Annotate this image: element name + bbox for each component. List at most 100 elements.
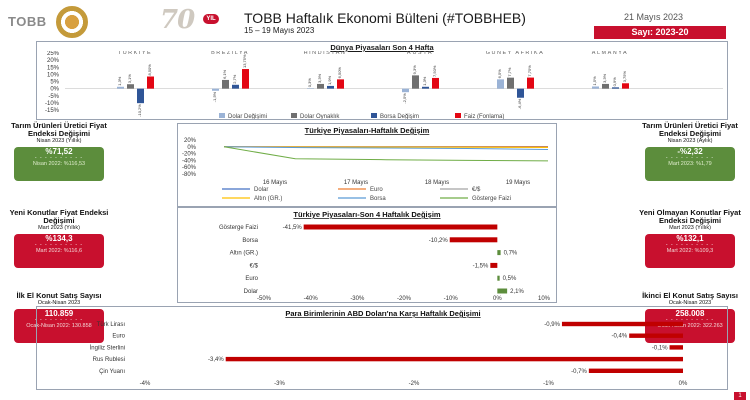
- turkey-4week-chart: Türkiye Piyasaları-Son 4 Haftalık Değişi…: [219, 210, 551, 302]
- fx-category-label: Euro: [112, 334, 125, 340]
- fx-bar: [225, 356, 683, 362]
- world-bar: [337, 79, 344, 89]
- tr4-bar: [449, 237, 498, 243]
- world-bar-label: 13,75%: [242, 54, 247, 68]
- tr4-bar-label: 2,1%: [510, 289, 524, 295]
- world-bar-label: -1,5%: [212, 91, 217, 102]
- tr4-bar: [490, 262, 498, 268]
- world-bar-label: 7,75%: [527, 65, 532, 77]
- indicator-period: Ocak-Nisan 2023: [668, 300, 712, 306]
- currency-panel: Para Birimlerinin ABD Doları'na Karşı Ha…: [36, 306, 728, 390]
- legend-label: Dolar Oynaklık: [300, 114, 340, 119]
- right-indicator-column: Tarım Ürünleri Üretici Fiyat Endeksi Değ…: [633, 122, 747, 392]
- tr4-bar-label: -41,5%: [283, 225, 303, 231]
- world-bar-label: 2,7%: [232, 74, 237, 84]
- x-tick-label: 17 Mayıs: [344, 180, 368, 186]
- world-bar-label: 1,3%: [422, 76, 427, 86]
- indicator-divider: - - - - - - - - - -: [34, 155, 84, 161]
- indicator-title: Tarım Ürünleri Üretici Fiyat Endeksi Değ…: [642, 121, 738, 138]
- x-tick-label: 0%: [493, 296, 502, 302]
- fx-bar-label: -0,7%: [571, 369, 587, 375]
- world-bar-label: -6,4%: [517, 98, 522, 109]
- indicator-divider: - - - - - - - - - -: [665, 242, 715, 248]
- fx-category-label: Rus Rublesi: [93, 357, 125, 363]
- world-bar: [137, 88, 144, 104]
- y-tick-label: -10%: [45, 101, 60, 107]
- tr4-category-label: €/$: [250, 263, 259, 269]
- tr4-category-label: Euro: [245, 276, 258, 282]
- indicator-period: Ocak-Nisan 2023: [37, 300, 81, 306]
- y-tick-label: 0%: [50, 87, 59, 93]
- indicator-period: Nisan 2023 (Aylık): [667, 138, 713, 144]
- indicator-value: 110.859: [44, 309, 74, 318]
- right-indicator-2: Yeni Olmayan Konutlar Fiyat Endeksi Deği…: [633, 209, 747, 268]
- tr4-bar-label: 0,5%: [503, 276, 517, 282]
- tr4-category-label: Borsa: [242, 238, 258, 244]
- world-bar-label: 0,3%: [307, 78, 312, 88]
- line-chart-title: Türkiye Piyasaları-Haftalık Değişim: [305, 126, 430, 135]
- country-label: TÜRKİYE: [118, 51, 152, 56]
- y-tick-label: 20%: [47, 58, 60, 64]
- country-label: HİNDİSTAN: [304, 51, 347, 56]
- legend-label: Euro: [370, 187, 383, 193]
- world-bar: [127, 84, 134, 89]
- indicator-divider: - - - - - - - - - -: [34, 242, 84, 248]
- indicator-previous: Nisan 2022: %116,53: [32, 161, 86, 167]
- country-label: ALMANYA: [592, 51, 628, 56]
- fx-bar: [588, 368, 683, 373]
- fx-bar-label: -3,4%: [208, 357, 224, 363]
- world-bar: [147, 76, 154, 89]
- tobb-emblem-icon: [56, 6, 88, 38]
- fx-bar: [629, 333, 683, 338]
- world-bar-label: 6,1%: [222, 69, 227, 79]
- world-bar: [402, 88, 409, 93]
- currency-chart: Para Birimlerinin ABD Doları'na Karşı Ha…: [90, 309, 688, 387]
- line-series: [223, 146, 549, 162]
- world-bar-label: 8,50%: [147, 64, 152, 76]
- tr4-bar-label: -10,2%: [429, 238, 449, 244]
- y-tick-label: 0%: [187, 145, 196, 151]
- tr4-bar: [303, 224, 498, 230]
- anniversary-number: 70: [160, 5, 195, 35]
- turkey-weekly-chart: Türkiye Piyasaları-Haftalık Değişim 20%0%…: [182, 126, 549, 202]
- y-tick-label: -60%: [182, 165, 197, 171]
- world-bar-label: 1,5%: [592, 76, 597, 86]
- legend-label: Dolar Değişimi: [228, 114, 267, 119]
- indicator-previous: Mart 2022: %116,6: [35, 248, 83, 254]
- indicator-title: İkinci El Konut Satış Sayısı: [642, 291, 738, 300]
- indicator-divider: - - - - - - - - - -: [665, 317, 715, 323]
- world-bar-label: 1,3%: [117, 76, 122, 86]
- legend-label: €/$: [472, 187, 481, 193]
- x-tick-label: -3%: [274, 381, 285, 387]
- x-tick-label: -30%: [350, 296, 365, 302]
- fx-bar: [561, 321, 683, 327]
- x-tick-label: -50%: [257, 296, 272, 302]
- indicator-previous: Mart 2022: %109,3: [666, 248, 714, 254]
- indicator-value: %132,1: [676, 234, 704, 243]
- indicator-previous: Ocak-Nisan 2022: 130.858: [26, 323, 92, 329]
- world-bar-label: 1,9%: [327, 75, 332, 85]
- world-bar: [317, 83, 324, 89]
- y-tick-label: 15%: [47, 65, 60, 71]
- tr4-bar: [497, 288, 508, 294]
- world-bar: [232, 84, 239, 89]
- legend-label: Faiz (Fonlama): [464, 114, 504, 119]
- indicator-value: 258.008: [675, 309, 705, 318]
- y-tick-label: 25%: [47, 51, 60, 57]
- x-tick-label: 10%: [538, 296, 551, 302]
- indicator-value-box: %132,1- - - - - - - - - - Mart 2022: %109…: [645, 234, 735, 268]
- fx-category-label: Çin Yuanı: [99, 369, 125, 375]
- indicator-value-box: %71,52- - - - - - - - - - Nisan 2022: %11…: [14, 147, 104, 181]
- tobb-logo-text: TOBB: [8, 14, 47, 29]
- world-bar-label: 7,7%: [507, 67, 512, 77]
- world-bar: [507, 77, 514, 89]
- y-tick-label: -5%: [48, 94, 59, 100]
- world-markets-chart: 25%20%15%10% 5%0%-5%-10%-15% TÜRKİYE 1,3% 3,…: [45, 51, 723, 119]
- world-bar: [117, 86, 124, 89]
- x-tick-label: -20%: [397, 296, 412, 302]
- world-bar-label: -2,5%: [402, 93, 407, 104]
- turkey-4week-panel: Türkiye Piyasaları-Son 4 Haftalık Değişi…: [177, 207, 557, 303]
- world-bar-label: 6,50%: [337, 67, 342, 79]
- indicator-title: İlk El Konut Satış Sayısı: [16, 291, 102, 300]
- world-bar-label: 6,5%: [497, 69, 502, 79]
